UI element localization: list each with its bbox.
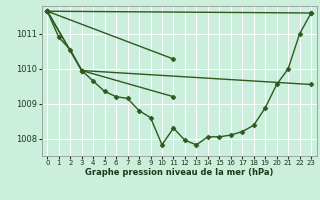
X-axis label: Graphe pression niveau de la mer (hPa): Graphe pression niveau de la mer (hPa) (85, 168, 273, 177)
